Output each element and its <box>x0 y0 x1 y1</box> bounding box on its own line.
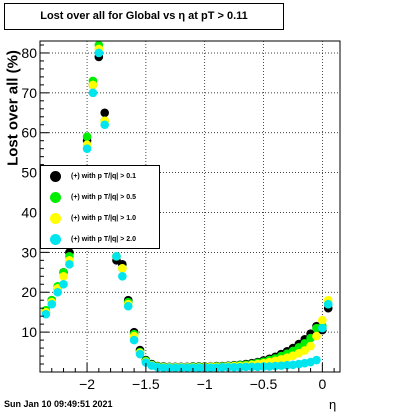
data-point <box>47 299 57 309</box>
data-point <box>247 362 257 372</box>
x-tick-label: −1.5 <box>132 376 160 392</box>
x-tick-label: 0 <box>318 376 326 392</box>
data-point <box>88 88 98 98</box>
legend-marker <box>50 192 61 203</box>
y-tick-label: 10 <box>21 324 37 340</box>
x-axis-label: η <box>329 397 337 412</box>
y-tick-label: 60 <box>21 125 37 141</box>
data-point <box>59 279 68 289</box>
x-tick-label: −0.5 <box>250 376 278 392</box>
chart-title: Lost over all for Global vs η at pT > 0.… <box>4 3 284 30</box>
data-point <box>112 252 121 261</box>
data-point <box>165 363 174 372</box>
data-point <box>59 271 68 281</box>
data-point <box>300 346 310 355</box>
y-tick-label: 40 <box>21 204 37 220</box>
data-point <box>65 260 74 269</box>
legend-item: (+) with p T/|q| > 2.0 <box>41 231 159 249</box>
data-point <box>194 363 204 372</box>
data-point <box>176 363 186 372</box>
data-point <box>182 363 192 372</box>
y-axis-label: Lost over all (%) <box>4 50 22 166</box>
x-tick-label: −1 <box>197 376 213 392</box>
data-point <box>170 363 180 372</box>
legend-item: (+) with p T/|q| > 0.5 <box>41 189 159 207</box>
legend-item: (+) with p T/|q| > 0.1 <box>41 168 159 186</box>
legend-marker <box>50 213 61 224</box>
data-point <box>318 315 327 325</box>
data-point <box>100 108 110 118</box>
data-point <box>312 355 321 365</box>
data-point <box>100 120 110 130</box>
data-point <box>41 309 51 319</box>
data-point <box>312 331 321 341</box>
timestamp: Sun Jan 10 09:49:51 2021 <box>4 399 113 409</box>
data-point <box>229 362 239 372</box>
data-point <box>323 299 333 309</box>
legend-label: (+) with p T/|q| > 0.1 <box>71 173 136 180</box>
legend-label: (+) with p T/|q| > 0.5 <box>71 194 136 201</box>
data-point <box>82 132 92 142</box>
data-point <box>135 349 145 359</box>
data-point <box>129 335 139 345</box>
data-point <box>241 362 251 372</box>
data-point <box>188 363 198 372</box>
data-point <box>306 341 315 351</box>
data-point <box>223 362 233 372</box>
data-point <box>218 362 227 372</box>
data-point <box>318 323 327 333</box>
data-point <box>206 363 215 372</box>
data-point <box>88 80 98 90</box>
legend-item: (+) with p T/|q| > 1.0 <box>41 210 159 228</box>
legend-marker <box>50 234 61 245</box>
data-point <box>94 48 104 58</box>
legend-marker <box>50 171 61 182</box>
data-point <box>123 301 133 311</box>
legend: (+) with p T/|q| > 0.1 (+) with p T/|q| … <box>40 165 160 249</box>
data-point <box>118 271 127 281</box>
data-point <box>53 287 62 297</box>
y-tick-label: 70 <box>21 85 37 101</box>
y-tick-label: 30 <box>21 244 37 260</box>
data-point <box>82 144 92 153</box>
y-tick-label: 50 <box>21 165 37 181</box>
legend-label: (+) with p T/|q| > 1.0 <box>71 215 136 222</box>
data-point <box>118 264 127 273</box>
x-tick-label: −2 <box>79 376 95 392</box>
data-point <box>159 363 168 372</box>
y-tick-label: 80 <box>21 45 37 61</box>
y-tick-label: 20 <box>21 284 37 300</box>
legend-label: (+) with p T/|q| > 2.0 <box>71 236 136 243</box>
